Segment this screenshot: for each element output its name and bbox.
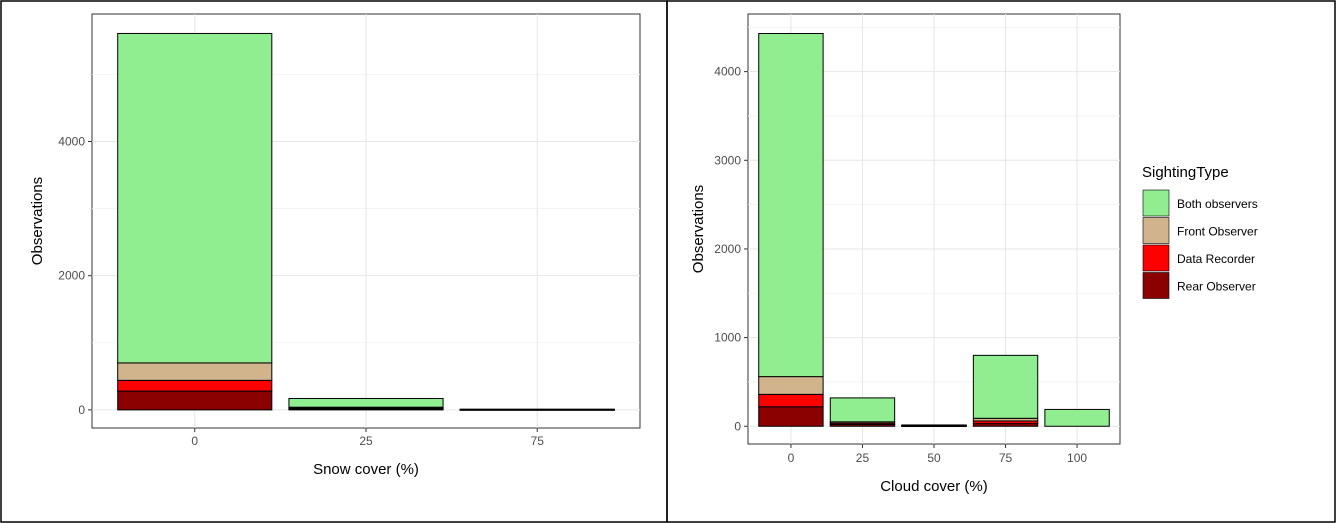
cloud-x-tick-label: 0 [788, 451, 795, 465]
cloud-bar-0-both-observers [758, 33, 824, 378]
snow-y-tick-label: 4000 [58, 134, 85, 148]
snow-y-tick-label: 0 [78, 403, 85, 417]
legend-label: Rear Observer [1177, 280, 1256, 294]
cloud-x-axis-title: Cloud cover (%) [880, 478, 988, 495]
snow-bar-0-data-recorder [117, 379, 273, 392]
snow-cover-chart: 0 2000 4000 0 25 75 Snow cover (%) Observatio… [29, 13, 641, 478]
snow-x-axis-title: Snow cover (%) [313, 461, 419, 478]
legend-swatch-both-observers [1142, 189, 1170, 217]
cloud-cover-chart: 0 1000 2000 3000 4000 0 25 50 75 100 Cloud cover … [690, 13, 1121, 495]
snow-y-axis-title: Observations [29, 177, 46, 265]
snow-bar-0-rear-observer [117, 390, 273, 411]
legend-title: SightingType [1142, 164, 1229, 181]
cloud-x-tick-label: 50 [927, 451, 941, 465]
legend-label: Data Recorder [1177, 252, 1255, 266]
cloud-bar-0-rear-observer [758, 406, 824, 427]
right-panel-border [666, 0, 1336, 523]
snow-x-tick-label: 0 [191, 434, 198, 448]
snow-x-tick-label: 25 [359, 434, 373, 448]
cloud-y-tick-label: 4000 [714, 65, 741, 79]
legend-swatch-rear-observer [1142, 272, 1170, 299]
legend: SightingType Both observers Front Observe… [1142, 164, 1258, 299]
cloud-bar-25-both-observers [829, 397, 896, 423]
snow-bar-75-both-observers [459, 408, 615, 411]
snow-bar-0-front-observer [117, 362, 273, 381]
cloud-bars [758, 33, 1110, 428]
cloud-x-tick-label: 100 [1067, 451, 1087, 465]
cloud-x-tick-label: 75 [999, 451, 1013, 465]
cloud-y-axis-title: Observations [690, 185, 707, 273]
cloud-bar-0-data-recorder [758, 393, 824, 408]
cloud-y-tick-label: 3000 [714, 153, 741, 167]
legend-swatch-data-recorder [1142, 244, 1170, 272]
snow-ticks: 0 2000 4000 0 25 75 [58, 134, 544, 448]
legend-swatch-front-observer [1142, 217, 1170, 244]
cloud-bar-75-both-observers [972, 354, 1039, 419]
legend-label: Front Observer [1177, 225, 1258, 239]
cloud-x-tick-label: 25 [856, 451, 870, 465]
snow-x-tick-label: 75 [531, 434, 545, 448]
cloud-ticks: 0 1000 2000 3000 4000 0 25 50 75 100 [714, 65, 1087, 465]
legend-items: Both observers Front Observer Data Recorde… [1142, 189, 1258, 299]
cloud-bar-0-front-observer [758, 376, 824, 395]
snow-bars [117, 32, 615, 411]
cloud-y-tick-label: 2000 [714, 242, 741, 256]
cloud-y-tick-label: 1000 [714, 331, 741, 345]
snow-bar-0-both-observers [117, 32, 273, 364]
snow-y-tick-label: 2000 [58, 269, 85, 283]
legend-label: Both observers [1177, 197, 1258, 211]
cloud-y-tick-label: 0 [734, 419, 741, 433]
cloud-bar-100-both-observers [1044, 408, 1110, 427]
cloud-bar-50-both-observers [901, 424, 967, 427]
snow-bar-25-both-observers [288, 397, 444, 408]
